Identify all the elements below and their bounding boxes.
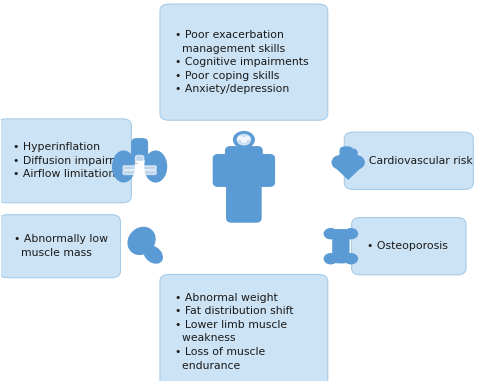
Circle shape bbox=[344, 254, 358, 264]
FancyBboxPatch shape bbox=[344, 149, 357, 162]
Polygon shape bbox=[332, 164, 364, 179]
FancyBboxPatch shape bbox=[240, 174, 261, 222]
FancyBboxPatch shape bbox=[238, 145, 250, 152]
FancyBboxPatch shape bbox=[160, 275, 328, 383]
Ellipse shape bbox=[144, 151, 167, 182]
FancyBboxPatch shape bbox=[0, 119, 132, 203]
Circle shape bbox=[324, 229, 337, 239]
FancyBboxPatch shape bbox=[123, 166, 138, 170]
Text: • Osteoporosis: • Osteoporosis bbox=[366, 241, 448, 251]
FancyBboxPatch shape bbox=[141, 166, 156, 170]
FancyBboxPatch shape bbox=[0, 215, 120, 278]
Ellipse shape bbox=[144, 246, 162, 263]
FancyBboxPatch shape bbox=[214, 155, 234, 186]
FancyBboxPatch shape bbox=[333, 230, 348, 262]
Text: • Abnormally low
  muscle mass: • Abnormally low muscle mass bbox=[14, 234, 108, 258]
Ellipse shape bbox=[128, 228, 155, 254]
FancyBboxPatch shape bbox=[340, 147, 352, 162]
Ellipse shape bbox=[112, 151, 134, 182]
FancyBboxPatch shape bbox=[136, 155, 144, 180]
Circle shape bbox=[234, 132, 254, 148]
Circle shape bbox=[324, 254, 337, 264]
Circle shape bbox=[237, 134, 250, 145]
Ellipse shape bbox=[238, 137, 244, 140]
Circle shape bbox=[332, 155, 349, 169]
FancyBboxPatch shape bbox=[333, 230, 348, 262]
FancyBboxPatch shape bbox=[123, 170, 138, 175]
Ellipse shape bbox=[242, 140, 246, 142]
FancyBboxPatch shape bbox=[254, 155, 274, 186]
Ellipse shape bbox=[244, 137, 250, 140]
Circle shape bbox=[347, 155, 364, 169]
Text: • Poor exacerbation
  management skills
• Cognitive impairments
• Poor coping sk: • Poor exacerbation management skills • … bbox=[175, 30, 308, 94]
FancyBboxPatch shape bbox=[160, 4, 328, 120]
FancyBboxPatch shape bbox=[141, 170, 156, 175]
Circle shape bbox=[344, 229, 358, 239]
FancyBboxPatch shape bbox=[352, 218, 466, 275]
Text: • Abnormal weight
• Fat distribution shift
• Lower limb muscle
  weakness
• Loss: • Abnormal weight • Fat distribution shi… bbox=[175, 293, 294, 371]
Text: • Hyperinflation
• Diffusion impairment
• Airflow limitation: • Hyperinflation • Diffusion impairment … bbox=[12, 142, 137, 179]
FancyBboxPatch shape bbox=[344, 132, 474, 190]
FancyBboxPatch shape bbox=[227, 174, 247, 222]
FancyBboxPatch shape bbox=[226, 147, 262, 183]
FancyBboxPatch shape bbox=[132, 139, 148, 160]
Text: • Cardiovascular risk: • Cardiovascular risk bbox=[360, 156, 473, 166]
